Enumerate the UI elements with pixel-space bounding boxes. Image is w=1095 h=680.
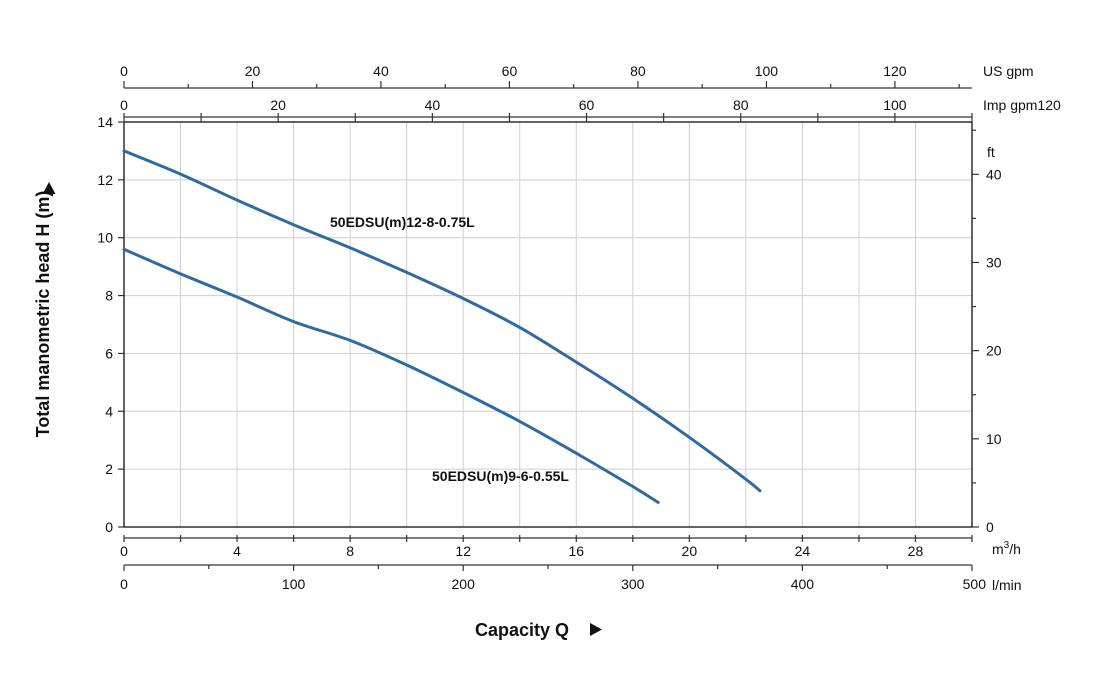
imp-gpm-tick-label: 60: [579, 97, 595, 113]
x-tick-label: 8: [346, 543, 354, 559]
ft-tick-label: 10: [986, 431, 1002, 447]
imp-gpm-tick-label: 20: [270, 97, 286, 113]
ft-unit-label: ft: [987, 144, 995, 160]
us-gpm-tick-label: 20: [245, 63, 261, 79]
series-curve-2: [122, 247, 660, 504]
us-gpm-tick-label: 120: [883, 63, 907, 79]
y-tick-label: 0: [105, 519, 113, 535]
lmin-tick-label: 100: [282, 576, 306, 592]
lmin-tick-label: 500: [963, 576, 987, 592]
x-axis-arrow-icon: [590, 623, 602, 636]
y-tick-label: 2: [105, 461, 113, 477]
us-gpm-tick-label: 40: [373, 63, 389, 79]
y-tick-label: 8: [105, 288, 113, 304]
x-tick-label: 4: [233, 543, 241, 559]
imp-gpm-tick-label: 100: [883, 97, 907, 113]
y-axis-arrow-icon: [42, 182, 56, 194]
x-axis-title: Capacity Q: [475, 620, 569, 640]
series-label-1: 50EDSU(m)12-8-0.75L: [330, 214, 475, 230]
lmin-tick-label: 300: [621, 576, 645, 592]
us-gpm-tick-label: 60: [502, 63, 518, 79]
series-label-2: 50EDSU(m)9-6-0.55L: [432, 468, 569, 484]
ft-tick-label: 30: [986, 254, 1002, 270]
lmin-tick-label: 200: [452, 576, 476, 592]
imp-gpm-tick-label: 120: [1037, 97, 1061, 113]
imp-gpm-tick-label: 80: [733, 97, 749, 113]
ft-tick-label: 0: [986, 519, 994, 535]
x-tick-label: 20: [682, 543, 698, 559]
x-tick-label: 0: [120, 543, 128, 559]
lmin-tick-label: 400: [791, 576, 815, 592]
y-tick-label: 4: [105, 403, 113, 419]
us-gpm-tick-label: 80: [630, 63, 646, 79]
m3h-unit-label: m3/h: [992, 540, 1021, 557]
us-gpm-tick-label: 0: [120, 63, 128, 79]
plot-frame: [123, 121, 973, 528]
y-tick-label: 12: [97, 172, 113, 188]
y-axis-title: Total manometric head H (m): [33, 191, 53, 438]
x-tick-label: 12: [455, 543, 471, 559]
lmin-unit-label: l/min: [992, 577, 1022, 593]
x-tick-label: 16: [568, 543, 584, 559]
y-tick-label: 10: [97, 230, 113, 246]
imp-gpm-unit-label: Imp gpm: [983, 97, 1037, 113]
x-tick-label: 24: [795, 543, 811, 559]
ft-tick-label: 20: [986, 343, 1002, 359]
us-gpm-tick-label: 100: [755, 63, 779, 79]
ft-tick-label: 40: [986, 166, 1002, 182]
y-tick-label: 6: [105, 345, 113, 361]
lmin-tick-label: 0: [120, 576, 128, 592]
x-tick-label: 28: [908, 543, 924, 559]
imp-gpm-tick-label: 0: [120, 97, 128, 113]
imp-gpm-tick-label: 40: [425, 97, 441, 113]
us-gpm-unit-label: US gpm: [983, 63, 1034, 79]
series-curve-1: [122, 149, 762, 493]
y-tick-label: 14: [97, 114, 113, 130]
